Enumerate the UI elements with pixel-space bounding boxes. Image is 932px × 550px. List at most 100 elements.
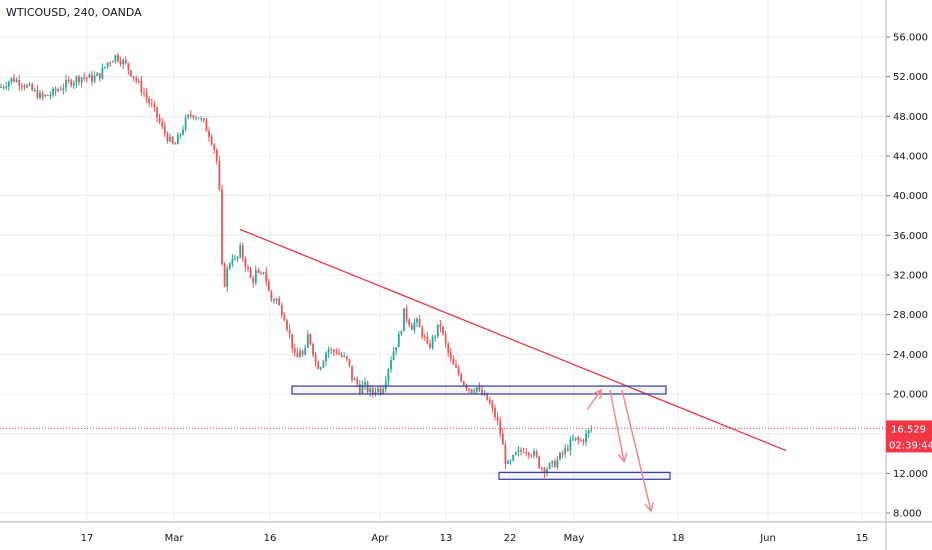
candle-body bbox=[260, 272, 262, 274]
candle-body bbox=[444, 333, 447, 344]
x-tick-label: 13 bbox=[440, 533, 453, 544]
candle-body bbox=[540, 467, 543, 469]
candle-body bbox=[52, 88, 54, 95]
countdown-label: 02:39:44 bbox=[889, 440, 932, 451]
candle-body bbox=[421, 327, 424, 337]
candle-body bbox=[309, 334, 312, 344]
candle-body bbox=[499, 421, 502, 434]
candle-body bbox=[187, 114, 190, 118]
candle-body bbox=[507, 461, 509, 464]
candle-body bbox=[395, 347, 398, 352]
candle-body bbox=[436, 324, 439, 337]
projection-arrow bbox=[621, 389, 655, 513]
candle-body bbox=[202, 118, 205, 121]
candle-body bbox=[460, 374, 463, 382]
candle-body bbox=[387, 369, 390, 382]
candle-body bbox=[496, 417, 499, 422]
candle-body bbox=[559, 452, 561, 460]
candle-body bbox=[533, 451, 535, 456]
candle-body bbox=[429, 343, 431, 348]
candle-body bbox=[195, 117, 197, 119]
candle-body bbox=[75, 76, 78, 83]
candle-body bbox=[130, 70, 132, 77]
y-tick-label: 8.000 bbox=[893, 509, 922, 520]
candle-body bbox=[361, 384, 364, 394]
candle-body bbox=[135, 78, 138, 81]
candle-body bbox=[145, 93, 148, 99]
candle-body bbox=[124, 59, 127, 64]
candle-body bbox=[80, 77, 83, 83]
candle-body bbox=[262, 272, 265, 274]
candle-body bbox=[335, 351, 338, 354]
x-tick-label: 17 bbox=[81, 533, 94, 544]
candle-body bbox=[423, 336, 426, 338]
candle-body bbox=[439, 324, 442, 327]
candle-body bbox=[117, 55, 119, 62]
candle-body bbox=[65, 80, 67, 88]
candle-body bbox=[577, 437, 580, 440]
candle-body bbox=[465, 385, 468, 389]
x-tick-label: Jun bbox=[759, 533, 776, 544]
candle-body bbox=[127, 63, 130, 71]
candle-body bbox=[0, 86, 2, 88]
candle-body bbox=[416, 318, 418, 323]
candle-body bbox=[410, 325, 413, 330]
candle-body bbox=[91, 74, 93, 82]
candle-body bbox=[413, 322, 416, 330]
candle-body bbox=[566, 448, 569, 451]
price-axis[interactable]: 56.000 52.000 48.000 44.000 40.000 36.000 32.0… bbox=[885, 0, 928, 550]
y-tick-label: 28.000 bbox=[893, 310, 928, 321]
x-tick-label: 16 bbox=[264, 533, 277, 544]
candle-body bbox=[514, 452, 517, 455]
candle-body bbox=[452, 358, 455, 365]
candle-body bbox=[296, 352, 299, 358]
candle-body bbox=[369, 388, 372, 392]
candle-body bbox=[390, 360, 392, 370]
candle-body bbox=[509, 460, 512, 462]
candle-body bbox=[351, 365, 353, 381]
candle-body bbox=[36, 90, 39, 99]
time-axis[interactable]: 17 Mar 16 Apr 13 22 May 18 Jun 15 bbox=[0, 521, 932, 544]
candle-body bbox=[564, 448, 567, 454]
candle-body bbox=[356, 378, 359, 385]
candle-body bbox=[189, 114, 192, 116]
candle-body bbox=[2, 86, 5, 88]
trendline bbox=[239, 228, 787, 452]
candle-body bbox=[39, 92, 41, 99]
candle-body bbox=[442, 326, 444, 334]
candle-body bbox=[299, 351, 301, 358]
candle-body bbox=[403, 308, 405, 332]
candle-body bbox=[481, 389, 483, 395]
candle-body bbox=[226, 268, 229, 287]
candle-body bbox=[228, 263, 231, 269]
candle-body bbox=[85, 77, 88, 79]
arrow-shaft bbox=[586, 389, 602, 411]
candle-body bbox=[455, 364, 457, 368]
candle-body bbox=[70, 80, 73, 86]
candle-body bbox=[522, 451, 525, 453]
candle-body bbox=[163, 126, 166, 134]
candle-body bbox=[111, 61, 114, 63]
candle-body bbox=[582, 440, 585, 443]
projection-arrow bbox=[609, 389, 628, 463]
candle-body bbox=[283, 315, 286, 321]
candle-body bbox=[182, 129, 184, 135]
candle-body bbox=[41, 92, 44, 97]
candle-body bbox=[143, 92, 145, 94]
x-tick-label: 15 bbox=[856, 533, 869, 544]
candle-body bbox=[33, 90, 36, 92]
candle-body bbox=[156, 107, 158, 118]
candle-body bbox=[169, 136, 171, 142]
candle-body bbox=[267, 281, 270, 292]
candle-body bbox=[569, 439, 572, 451]
y-tick-label: 20.000 bbox=[893, 390, 928, 401]
candle-body bbox=[257, 270, 260, 273]
candle-body bbox=[93, 75, 96, 82]
candle-body bbox=[5, 86, 8, 88]
candle-body bbox=[96, 73, 99, 76]
projection-arrow bbox=[586, 388, 602, 411]
candle-body bbox=[236, 256, 239, 259]
candle-body bbox=[200, 118, 203, 120]
